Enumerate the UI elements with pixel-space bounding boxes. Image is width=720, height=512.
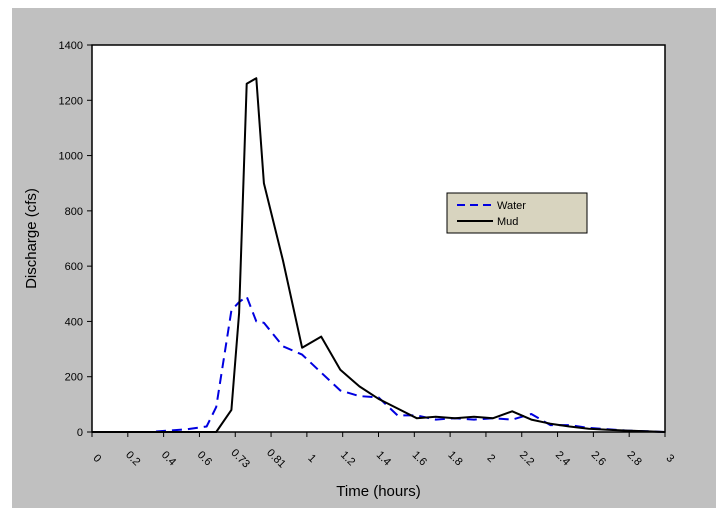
x-tick-label: 1.6 bbox=[410, 449, 429, 468]
x-tick-label: 1 bbox=[305, 452, 318, 465]
x-tick-label: 1.8 bbox=[445, 449, 464, 468]
y-tick-label: 400 bbox=[65, 316, 83, 328]
plot-area bbox=[92, 45, 665, 432]
y-tick-label: 1400 bbox=[59, 40, 83, 52]
x-tick-label: 2.2 bbox=[517, 449, 536, 468]
legend-label-mud: Mud bbox=[497, 216, 518, 228]
y-tick-label: 0 bbox=[77, 427, 83, 439]
x-tick-label: 2.6 bbox=[589, 449, 608, 468]
y-tick-label: 200 bbox=[65, 372, 83, 384]
x-tick-label: 1.4 bbox=[374, 449, 393, 468]
legend-label-water: Water bbox=[497, 200, 526, 212]
legend-box bbox=[446, 192, 588, 234]
x-tick-label: 2.8 bbox=[624, 449, 643, 468]
y-tick-label: 1000 bbox=[59, 151, 83, 163]
y-tick-label: 800 bbox=[65, 206, 83, 218]
x-tick-label: 3 bbox=[664, 452, 677, 465]
chart-figure: 0 200 400 600 800 1000 1200 1400 0 0.2 0.4 0.6 0.73… bbox=[12, 8, 716, 508]
x-tick-label: 0.4 bbox=[159, 449, 178, 468]
x-tick-label: 1.2 bbox=[338, 449, 357, 468]
x-tick-label: 0.73 bbox=[228, 447, 252, 471]
y-axis-title: Discharge (cfs) bbox=[23, 188, 40, 289]
x-tick-label: 0.2 bbox=[123, 449, 142, 468]
x-tick-label: 0.81 bbox=[264, 447, 288, 471]
x-tick-label: 0.6 bbox=[195, 449, 214, 468]
x-tick-label: 2.4 bbox=[553, 449, 572, 468]
y-tick-label: 600 bbox=[65, 261, 83, 273]
y-tick-label: 1200 bbox=[59, 95, 83, 107]
x-tick-label: 0 bbox=[91, 452, 104, 465]
x-axis-title: Time (hours) bbox=[336, 483, 420, 500]
chart-svg: 0 200 400 600 800 1000 1200 1400 0 0.2 0.4 0.6 0.73… bbox=[23, 40, 677, 500]
legend: Water Mud bbox=[446, 192, 588, 234]
y-axis: 0 200 400 600 800 1000 1200 1400 bbox=[59, 40, 92, 439]
x-tick-label: 2 bbox=[484, 452, 497, 465]
x-axis: 0 0.2 0.4 0.6 0.73 0.81 1 1.2 1.4 1.6 1.8 2 2.2 2.4 2.… bbox=[91, 432, 677, 471]
